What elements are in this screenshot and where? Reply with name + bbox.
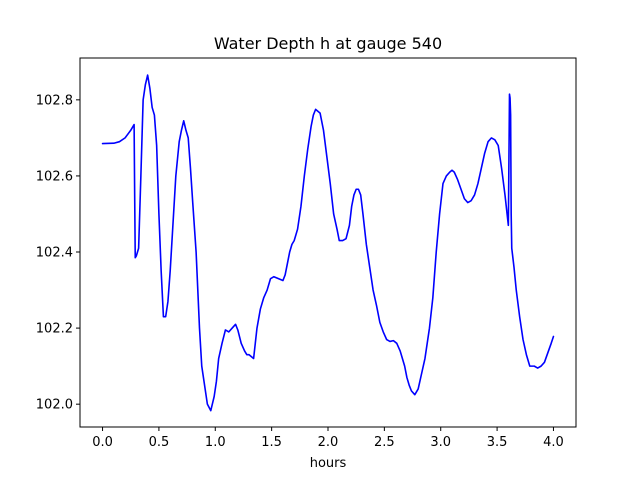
x-tick-label: 3.0 (430, 435, 451, 450)
x-tick-label: 0.0 (92, 435, 113, 450)
x-tick-label: 3.5 (487, 435, 508, 450)
y-tick-label: 102.6 (36, 169, 73, 184)
y-tick-label: 102.2 (36, 322, 73, 337)
x-axis-label: hours (310, 456, 347, 471)
y-tick-label: 102.0 (36, 398, 73, 413)
y-tick-label: 102.8 (36, 93, 73, 108)
chart-title: Water Depth h at gauge 540 (214, 34, 442, 53)
x-axis: 0.0 0.5 1.0 1.5 2.0 2.5 3.0 3.5 4.0 (92, 427, 564, 450)
y-axis: 102.0 102.2 102.4 102.6 102.8 (36, 93, 80, 413)
x-tick-label: 1.0 (205, 435, 226, 450)
plot-area (101, 74, 555, 412)
x-tick-label: 0.5 (149, 435, 170, 450)
y-tick-label: 102.4 (36, 246, 73, 261)
series-line-0 (101, 74, 555, 412)
x-tick-label: 2.0 (318, 435, 339, 450)
x-tick-label: 4.0 (543, 435, 564, 450)
x-tick-label: 1.5 (261, 435, 282, 450)
x-tick-label: 2.5 (374, 435, 395, 450)
